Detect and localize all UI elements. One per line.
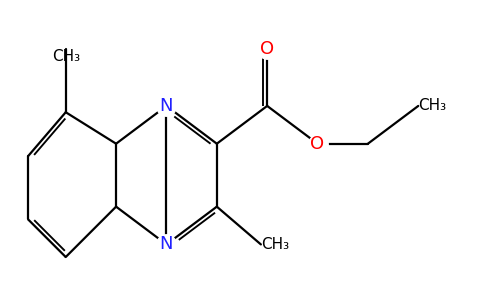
Text: CH₃: CH₃ — [261, 237, 289, 252]
Text: CH₃: CH₃ — [52, 49, 80, 64]
Text: N: N — [160, 236, 173, 253]
Text: N: N — [160, 97, 173, 115]
Text: CH₃: CH₃ — [418, 98, 446, 113]
Text: O: O — [260, 40, 274, 58]
Text: O: O — [310, 135, 325, 153]
